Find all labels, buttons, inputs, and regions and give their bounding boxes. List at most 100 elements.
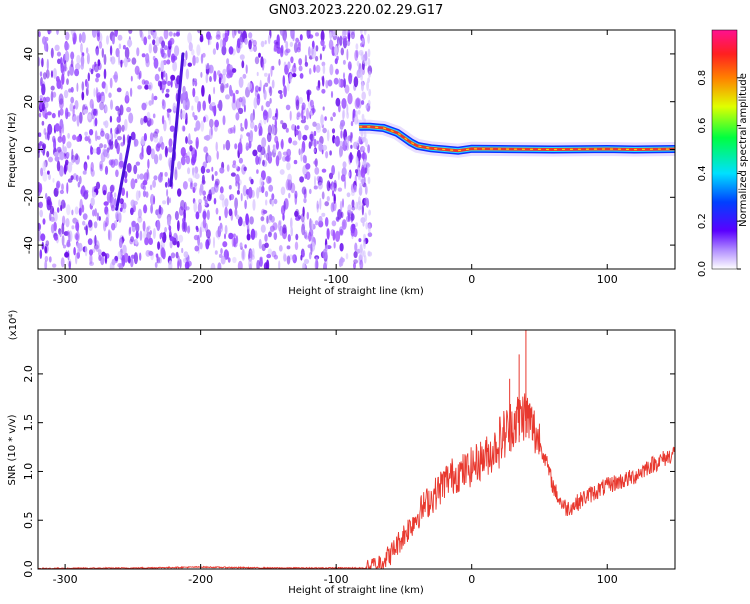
- heatmap-noise-cell: [342, 198, 344, 208]
- heatmap-noise-cell: [180, 156, 186, 166]
- heatmap-noise-cell: [302, 262, 306, 269]
- heatmap-noise-cell: [367, 99, 371, 107]
- heatmap-noise-cell: [76, 136, 81, 142]
- heatmap-noise-cell: [348, 72, 353, 85]
- heatmap-noise-cell: [280, 120, 284, 125]
- heatmap-noise-cell: [234, 208, 238, 217]
- heatmap-noise-cell: [304, 155, 307, 164]
- heatmap-noise-cell: [308, 141, 312, 149]
- heatmap-noise-cell: [214, 178, 220, 186]
- heatmap-noise-cell: [309, 188, 312, 195]
- heatmap-noise-cell: [206, 209, 210, 220]
- heatmap-noise-cell: [297, 215, 302, 220]
- heatmap-noise-cell: [237, 216, 243, 227]
- heatmap-noise-cell: [39, 183, 43, 194]
- x-tick-label: 0: [468, 273, 475, 286]
- heatmap-noise-cell: [195, 136, 199, 149]
- heatmap-noise-cell: [326, 129, 330, 142]
- heatmap-noise-cell: [155, 143, 161, 152]
- heatmap-noise-cell: [322, 106, 325, 111]
- heatmap-noise-cell: [289, 73, 293, 83]
- heatmap-noise-cell: [258, 238, 262, 250]
- heatmap-noise-cell: [292, 73, 297, 78]
- heatmap-noise-cell: [131, 57, 137, 65]
- heatmap-noise-cell: [269, 86, 273, 97]
- heatmap-noise-cell: [124, 47, 130, 59]
- heatmap-noise-cell: [359, 185, 363, 193]
- heatmap-noise-cell: [95, 181, 101, 190]
- heatmap-noise-cell: [109, 184, 115, 193]
- heatmap-noise-cell: [238, 76, 244, 88]
- heatmap-noise-cell: [248, 186, 253, 199]
- heatmap-noise-cell: [203, 146, 208, 153]
- heatmap-noise-cell: [318, 142, 323, 152]
- heatmap-noise-cell: [349, 152, 353, 164]
- heatmap-noise-cell: [74, 206, 79, 215]
- heatmap-noise-cell: [257, 93, 260, 100]
- heatmap-noise-cell: [287, 234, 291, 242]
- heatmap-noise-cell: [206, 168, 211, 173]
- x-tick-label: -300: [53, 573, 78, 586]
- heatmap-noise-cell: [311, 220, 314, 231]
- heatmap-noise-cell: [174, 166, 178, 175]
- heatmap-noise-cell: [360, 217, 366, 224]
- heatmap-noise-cell: [231, 68, 237, 73]
- heatmap-noise-cell: [250, 130, 253, 143]
- heatmap-noise-cell: [174, 45, 180, 57]
- heatmap-noise-cell: [365, 222, 369, 230]
- heatmap-noise-cell: [199, 183, 204, 193]
- heatmap-noise-cell: [123, 57, 128, 68]
- heatmap-noise-cell: [331, 30, 336, 35]
- heatmap-noise-cell: [133, 164, 138, 175]
- heatmap-noise-cell: [121, 187, 125, 196]
- heatmap-noise-cell: [155, 36, 160, 47]
- top-x-axis: -300 -200 -100 0 100: [53, 30, 618, 286]
- heatmap-noise-cell: [70, 86, 74, 93]
- heatmap-noise-cell: [273, 198, 278, 205]
- heatmap-noise-cell: [235, 235, 238, 245]
- heatmap-noise-cell: [71, 209, 74, 216]
- heatmap-noise-cell: [318, 215, 323, 224]
- heatmap-noise-cell: [79, 111, 83, 124]
- heatmap-noise-cell: [84, 136, 89, 142]
- heatmap-noise-cell: [301, 108, 304, 120]
- heatmap-noise-cell: [215, 207, 219, 215]
- heatmap-noise-cell: [258, 86, 261, 92]
- heatmap-noise-cell: [279, 169, 285, 175]
- heatmap-noise-cell: [146, 145, 152, 156]
- heatmap-noise-cell: [123, 252, 129, 263]
- heatmap-noise-cell: [282, 151, 288, 156]
- heatmap-noise-cell: [237, 142, 243, 152]
- heatmap-noise-cell: [260, 216, 265, 222]
- heatmap-noise-cell: [59, 151, 65, 161]
- heatmap-noise-cell: [299, 176, 304, 183]
- heatmap-noise-cell: [285, 127, 289, 133]
- heatmap-noise-cell: [53, 138, 57, 151]
- heatmap-noise-cell: [241, 248, 246, 261]
- heatmap-noise-cell: [237, 182, 240, 191]
- heatmap-noise-cell: [165, 93, 170, 98]
- heatmap-noise-cell: [240, 134, 243, 140]
- heatmap-noise-cell: [54, 151, 59, 158]
- heatmap-noise-cell: [280, 186, 286, 196]
- heatmap-noise-cell: [168, 145, 173, 153]
- heatmap-noise-cell: [261, 105, 264, 112]
- heatmap-noise-cell: [80, 189, 83, 195]
- heatmap-noise-cell: [213, 197, 217, 205]
- heatmap-noise-cell: [315, 55, 319, 62]
- heatmap-noise-cell: [61, 134, 66, 145]
- heatmap-noise-cell: [226, 164, 230, 172]
- heatmap-noise-cell: [211, 174, 214, 182]
- heatmap-noise-cell: [60, 257, 65, 268]
- heatmap-noise-cell: [368, 209, 371, 216]
- heatmap-noise-cell: [103, 68, 107, 80]
- heatmap-noise-cell: [122, 44, 126, 50]
- heatmap-noise-cell: [244, 199, 247, 210]
- heatmap-noise-cell: [139, 252, 142, 261]
- heatmap-noise-cell: [230, 172, 236, 177]
- heatmap-noise-cell: [194, 80, 198, 87]
- heatmap-noise-cell: [55, 76, 60, 83]
- heatmap-noise-cell: [66, 151, 70, 158]
- colorbar-axis: 0.0 0.2 0.4 0.6 0.8: [697, 70, 741, 277]
- heatmap-noise-cell: [367, 57, 371, 67]
